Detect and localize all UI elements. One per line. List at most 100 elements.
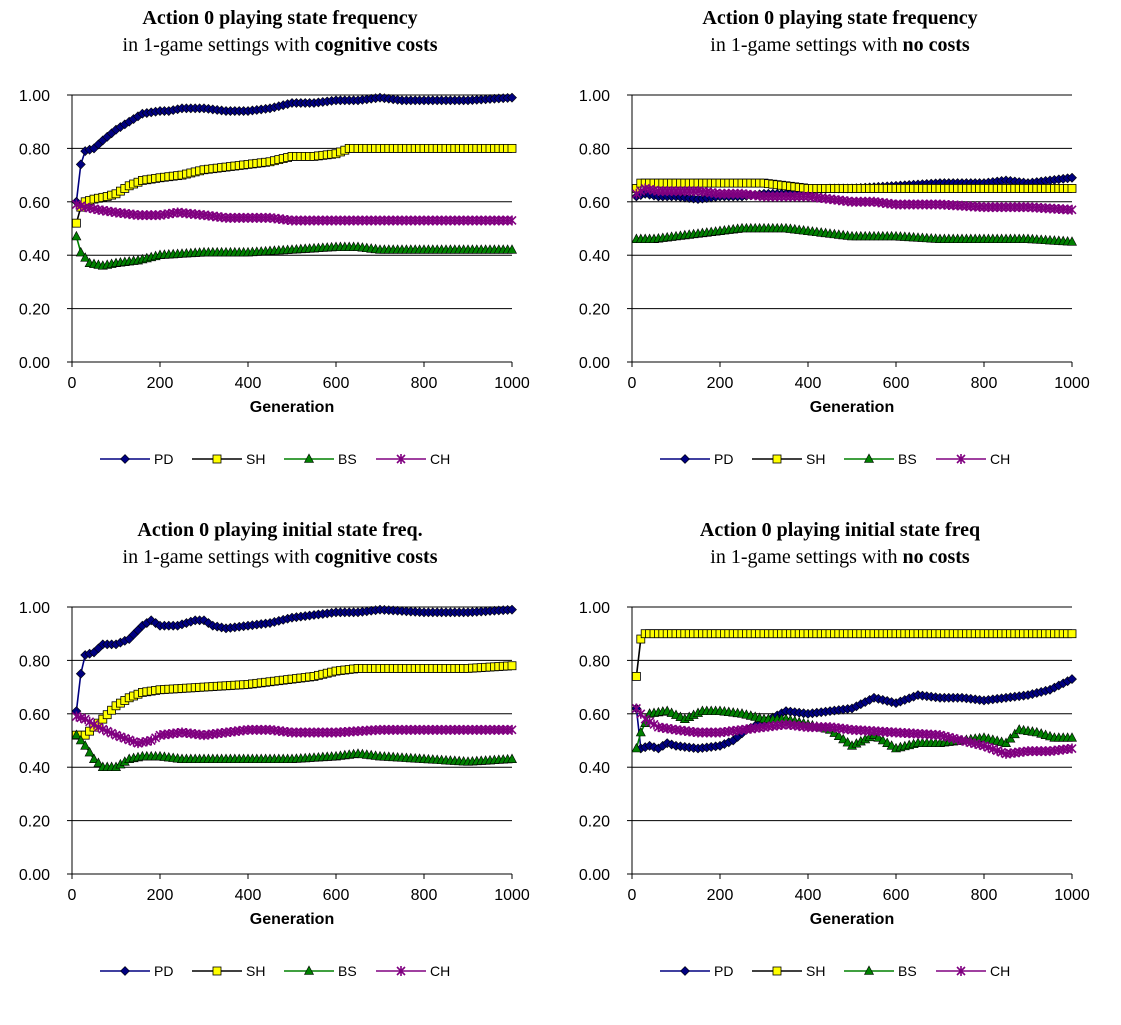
y-tick-label: 0.00: [19, 867, 50, 884]
data-point-ch: [640, 714, 650, 725]
x-tick-label: 400: [235, 887, 262, 904]
x-tick-label: 400: [795, 887, 822, 904]
y-tick-label: 0.80: [19, 141, 50, 158]
data-point-bs: [507, 753, 517, 763]
legend-item-sh: SH: [752, 963, 825, 979]
legend-marker: [956, 966, 966, 976]
y-tick-label: 0.00: [579, 867, 610, 884]
chart-subtitle-prefix: in 1-game settings with: [710, 546, 902, 568]
chart-panel-top-left: Action 0 playing state frequency in 1-gam…: [0, 0, 560, 512]
legend-label: PD: [714, 963, 733, 979]
y-tick-label: 0.80: [579, 653, 610, 670]
legend-label: BS: [338, 963, 357, 979]
series-ch: [71, 199, 517, 226]
y-tick-label: 0.20: [19, 302, 50, 319]
chart-subtitle: in 1-game settings with cognitive costs: [123, 34, 438, 56]
legend-item-ch: CH: [376, 963, 450, 979]
data-point-ch: [631, 188, 641, 199]
legend-item-bs: BS: [844, 451, 917, 467]
y-tick-label: 0.40: [579, 248, 610, 265]
y-tick-label: 0.40: [19, 760, 50, 777]
legend-marker: [864, 453, 874, 463]
legend-marker: [212, 454, 222, 464]
data-point-sh: [1067, 184, 1077, 193]
x-tick-label: 0: [628, 887, 637, 904]
legend-marker: [956, 454, 966, 464]
data-point-bs: [833, 730, 844, 741]
chart-panel-top-right: Action 0 playing state frequency in 1-gam…: [560, 0, 1120, 512]
chart-subtitle-prefix: in 1-game settings with: [123, 34, 315, 56]
x-tick-label: 600: [323, 375, 350, 392]
legend-marker: [864, 965, 874, 975]
x-tick-label: 600: [883, 887, 910, 904]
x-tick-label: 200: [707, 887, 734, 904]
data-point-ch: [151, 732, 161, 743]
series-bs: [631, 222, 1077, 246]
chart-subtitle-prefix: in 1-game settings with: [710, 34, 902, 56]
data-point-sh: [107, 705, 116, 715]
series-pd: [71, 92, 517, 207]
data-point-sh: [636, 634, 646, 644]
y-tick-label: 1.00: [19, 88, 50, 105]
y-tick-label: 0.80: [19, 653, 50, 670]
line-chart: Action 0 playing initial state freq in 1-…: [579, 519, 1090, 979]
y-tick-label: 0.20: [579, 302, 610, 319]
legend-marker: [120, 454, 130, 464]
legend-label: SH: [246, 963, 265, 979]
data-point-ch: [1067, 743, 1077, 754]
legend-label: SH: [806, 451, 825, 467]
x-tick-label: 800: [971, 375, 998, 392]
y-tick-label: 0.20: [579, 814, 610, 831]
series-sh: [72, 661, 517, 740]
legend-item-ch: CH: [936, 451, 1010, 467]
data-point-bs: [80, 740, 91, 750]
chart-subtitle-bold: no costs: [902, 34, 969, 56]
data-point-ch: [507, 724, 517, 735]
y-tick-label: 0.40: [579, 760, 610, 777]
y-tick-label: 0.00: [579, 355, 610, 372]
y-tick-label: 0.60: [579, 707, 610, 724]
legend-item-bs: BS: [284, 963, 357, 979]
x-tick-label: 200: [147, 375, 174, 392]
line-chart: Action 0 playing initial state freq. in 1…: [19, 519, 530, 979]
legend: PD SH BS CH: [100, 451, 450, 467]
chart-subtitle: in 1-game settings with no costs: [710, 546, 970, 568]
legend-label: CH: [990, 451, 1010, 467]
legend-marker: [680, 454, 690, 464]
data-point-bs: [93, 757, 104, 767]
y-tick-label: 0.40: [19, 248, 50, 265]
legend-marker: [396, 966, 406, 976]
chart-subtitle-bold: cognitive costs: [315, 546, 438, 568]
data-point-ch: [1067, 204, 1077, 215]
series-pd: [71, 604, 517, 717]
series-ch: [631, 183, 1077, 215]
data-point-sh: [507, 661, 517, 671]
chart-title: Action 0 playing state frequency: [702, 7, 977, 29]
x-tick-label: 0: [68, 375, 77, 392]
data-point-bs: [507, 244, 517, 254]
legend-item-sh: SH: [192, 963, 265, 979]
legend-label: BS: [898, 451, 917, 467]
data-point-bs: [1067, 732, 1077, 742]
x-axis-label: Generation: [810, 399, 894, 416]
legend-marker: [212, 966, 222, 976]
series-sh: [72, 143, 517, 228]
legend-marker: [304, 453, 314, 463]
data-point-bs: [1067, 236, 1077, 246]
chart-subtitle-bold: no costs: [902, 546, 969, 568]
data-point-bs: [635, 726, 646, 737]
legend-item-pd: PD: [100, 451, 173, 467]
data-point-ch: [507, 215, 517, 226]
x-axis-label: Generation: [810, 911, 894, 928]
series-sh: [632, 629, 1077, 681]
data-point-sh: [1067, 629, 1077, 639]
x-tick-label: 0: [68, 887, 77, 904]
data-point-pd: [1067, 674, 1077, 685]
chart-subtitle-prefix: in 1-game settings with: [123, 546, 315, 568]
chart-subtitle-bold: cognitive costs: [315, 34, 438, 56]
data-point-bs: [80, 252, 91, 262]
data-point-bs: [71, 729, 82, 739]
series-sh: [632, 178, 1077, 193]
data-point-bs: [89, 753, 99, 763]
data-point-bs: [71, 230, 82, 241]
